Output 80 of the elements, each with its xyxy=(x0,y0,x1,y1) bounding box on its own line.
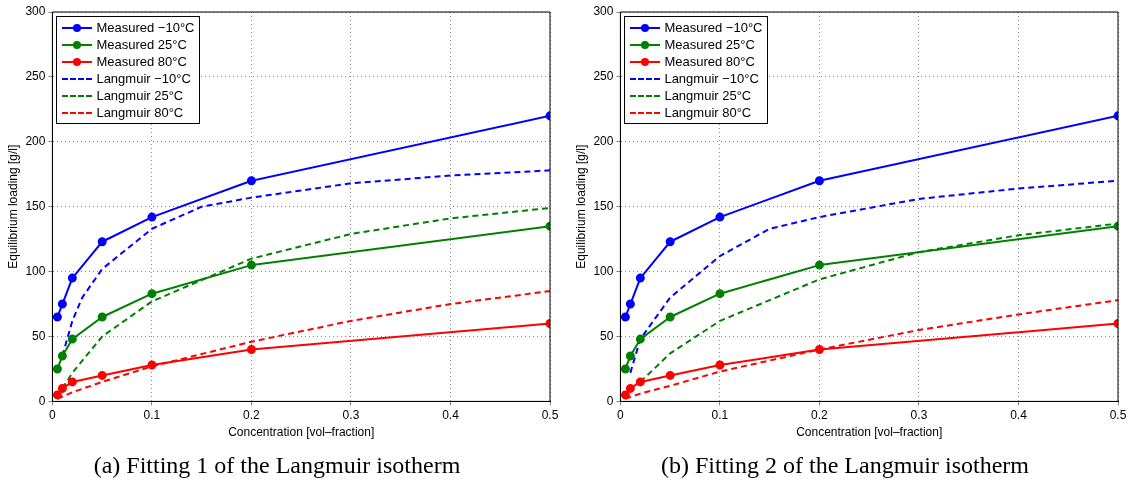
y-tick-label: 100 xyxy=(593,263,614,278)
text: (a) Fitting 1 of the Langmuir isotherm xyxy=(93,451,461,478)
point xyxy=(665,312,675,322)
y-tick-label: 250 xyxy=(593,69,614,84)
point xyxy=(147,360,157,370)
point xyxy=(147,212,157,222)
x-tick-label: 0 xyxy=(49,407,57,422)
y-tick-label: 250 xyxy=(25,69,46,84)
point xyxy=(97,237,107,247)
x-tick-label: 0.3 xyxy=(910,407,928,422)
legend-label: Measured 25°C xyxy=(96,36,187,53)
x-tick-label: 0.3 xyxy=(342,407,360,422)
point xyxy=(635,273,645,283)
y-tick-label: 0 xyxy=(606,393,614,408)
y-tick-label: 200 xyxy=(593,134,614,149)
point xyxy=(625,351,635,361)
point xyxy=(52,364,62,374)
legend-label: Langmuir 25°C xyxy=(664,87,752,104)
y-tick-label: 200 xyxy=(25,134,46,149)
point xyxy=(715,289,725,299)
text: (b) Fitting 2 of the Langmuir isotherm xyxy=(661,451,1030,478)
legend-label: Langmuir 80°C xyxy=(96,104,184,121)
point xyxy=(147,289,157,299)
legend-label: Measured −10°C xyxy=(664,19,763,36)
point xyxy=(246,344,256,354)
point xyxy=(814,176,824,186)
point xyxy=(620,364,630,374)
point xyxy=(67,273,77,283)
y-tick-label: 50 xyxy=(32,328,46,343)
y-tick-label: 300 xyxy=(593,4,614,19)
point xyxy=(67,377,77,387)
point xyxy=(246,260,256,270)
y-tick-label: 150 xyxy=(593,199,614,214)
point xyxy=(814,344,824,354)
point xyxy=(97,312,107,322)
y-tick-label: 0 xyxy=(38,393,46,408)
point xyxy=(57,299,67,309)
legend-label: Measured 25°C xyxy=(664,36,755,53)
y-tick-label: 300 xyxy=(25,4,46,19)
x-axis-title: Concentration [vol–fraction] xyxy=(228,425,375,440)
point xyxy=(620,312,630,322)
y-axis-title: Equilibrium loading [g/l] xyxy=(573,144,588,269)
point xyxy=(665,237,675,247)
point xyxy=(52,390,62,400)
point xyxy=(635,334,645,344)
point xyxy=(620,390,630,400)
point xyxy=(715,212,725,222)
y-tick-label: 100 xyxy=(25,263,46,278)
legend-label: Measured 80°C xyxy=(96,53,187,70)
x-tick-label: 0.1 xyxy=(711,407,729,422)
point xyxy=(635,377,645,387)
legend-label: Langmuir 25°C xyxy=(96,87,184,104)
legend-label: Measured 80°C xyxy=(664,53,755,70)
point xyxy=(715,360,725,370)
legend-label: Langmuir −10°C xyxy=(96,70,191,87)
point xyxy=(814,260,824,270)
point xyxy=(625,383,635,393)
x-tick-label: 0.2 xyxy=(811,407,829,422)
point xyxy=(52,312,62,322)
point xyxy=(57,351,67,361)
x-tick-label: 0.2 xyxy=(243,407,261,422)
x-tick-label: 0.5 xyxy=(1109,407,1127,422)
y-tick-label: 50 xyxy=(600,328,614,343)
x-tick-label: 0.4 xyxy=(442,407,460,422)
point xyxy=(665,370,675,380)
point xyxy=(67,334,77,344)
point xyxy=(625,299,635,309)
legend-label: Langmuir −10°C xyxy=(664,70,759,87)
x-tick-label: 0.4 xyxy=(1010,407,1028,422)
x-tick-label: 0.1 xyxy=(143,407,161,422)
point xyxy=(97,370,107,380)
x-tick-label: 0.5 xyxy=(541,407,559,422)
x-axis-title: Concentration [vol–fraction] xyxy=(796,425,943,440)
point xyxy=(57,383,67,393)
x-tick-label: 0 xyxy=(617,407,625,422)
point xyxy=(246,176,256,186)
legend-label: Langmuir 80°C xyxy=(664,104,752,121)
legend-label: Measured −10°C xyxy=(96,19,195,36)
y-axis-title: Equilibrium loading [g/l] xyxy=(5,144,20,269)
y-tick-label: 150 xyxy=(25,199,46,214)
